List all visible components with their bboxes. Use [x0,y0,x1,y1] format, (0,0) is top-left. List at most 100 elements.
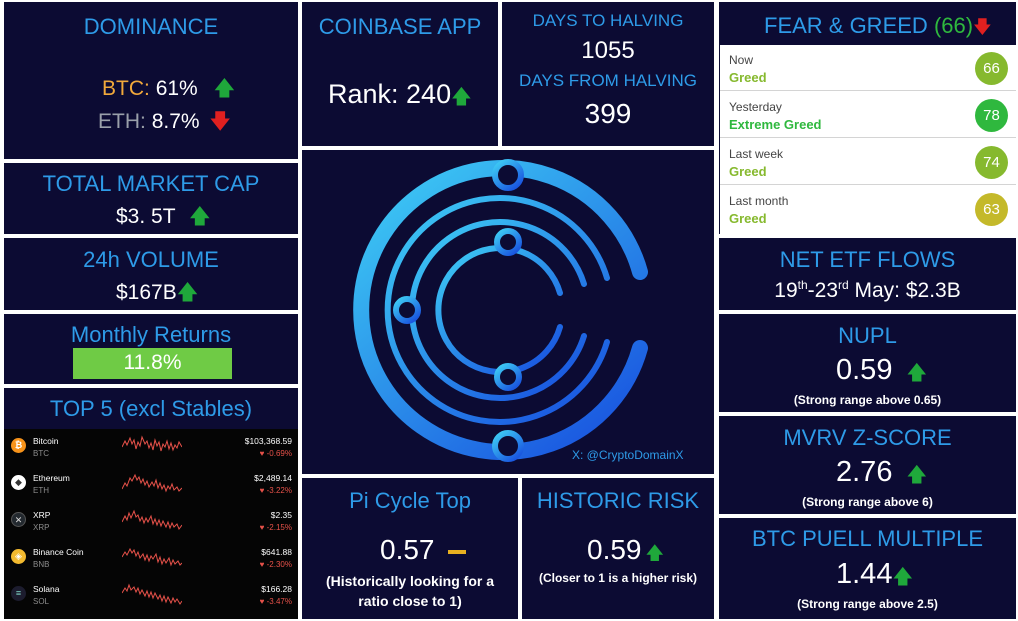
etf-flows-value: 19th-23rd May: $2.3B [719,278,1016,303]
top5-panel: TOP 5 (excl Stables) ₿ Bitcoin BTC $103,… [4,388,298,619]
coin-symbol: XRP [33,523,50,532]
coin-change: ♥ -3.22% [259,486,292,495]
monthly-returns-title: Monthly Returns [70,322,232,347]
list-item[interactable]: ◆ Ethereum ETH $2,489.14 ♥ -3.22% [4,466,298,503]
list-item[interactable]: ✕ XRP XRP $2.35 ♥ -2.15% [4,503,298,540]
coin-symbol: BTC [33,449,49,458]
coinbase-panel: COINBASE APP Rank: 240🡅 [302,2,498,146]
btc-dominance: BTC: 61% 🡅 [102,74,235,109]
historic-risk-title: HISTORIC RISK [536,488,700,513]
historic-risk: 0.59 🡅 [587,534,664,571]
puell-panel: BTC PUELL MULTIPLE 1.44🡅 (Strong range a… [719,518,1016,619]
up-arrow-icon: 🡅 [892,566,914,588]
market-cap-title: TOTAL MARKET CAP [42,171,260,196]
volume-title: 24h VOLUME [83,247,219,272]
coin-change: ♥ -2.15% [259,523,292,532]
fear-greed-period: Now [729,53,754,67]
fear-greed-period: Yesterday [729,100,782,114]
fear-greed-score-badge: 63 [975,193,1008,226]
market-cap-value: $3. 5T [116,205,176,228]
days-to-halving-label: DAYS TO HALVING [532,11,684,30]
days-from-halving-value: 399 [584,98,632,129]
coin-change-value: -3.22% [266,486,292,495]
fear-greed-row: Last week Greed 74 [720,139,1016,185]
etf-date-start-suffix: th [797,278,808,292]
pi-cycle-note-line1: (Historically looking for a [325,573,495,589]
pi-cycle-title: Pi Cycle Top [349,488,471,513]
volume-panel: 24h VOLUME $167B🡅 [4,238,298,310]
fear-greed-sentiment: Greed [729,70,767,85]
mvrv-note: (Strong range above 6) [802,495,933,509]
coin-change: ♥ -0.69% [259,449,292,458]
cryptodomain-logo-icon [353,159,648,462]
logo-panel: X: @CryptoDomainX [302,150,714,474]
coinbase-rank: Rank: 240🡅 [328,79,472,116]
up-arrow-icon: 🡅 [176,281,199,304]
fear-greed-sentiment: Extreme Greed [729,117,822,132]
mvrv-value: 2.76 [836,456,893,488]
coin-name: Bitcoin [33,436,59,446]
pi-cycle-panel: Pi Cycle Top 0.57 (Historically looking … [302,478,518,619]
sparkline-chart [122,509,182,531]
btc-label: BTC: [102,77,150,100]
mvrv-panel: MVRV Z-SCORE 2.76 🡅 (Strong range above … [719,416,1016,514]
btc-dominance-value: 61% [155,77,198,100]
coin-name: Binance Coin [33,547,84,557]
fear-greed-period: Last week [729,147,784,161]
sparkline-chart [122,583,182,605]
coin-change: ♥ -3.47% [259,597,292,606]
fear-greed-sentiment: Greed [729,164,767,179]
neutral-dash-icon [448,549,467,554]
etf-date-sep: -23 [807,279,838,302]
puell-note: (Strong range above 2.5) [797,597,938,611]
list-item[interactable]: ≡ Solana SOL $166.28 ♥ -3.47% [4,577,298,614]
fear-greed-row: Now Greed 66 [720,45,1016,91]
fear-greed-period: Last month [729,194,789,208]
coin-price: $166.28 [261,584,292,594]
fear-greed-row: Yesterday Extreme Greed 78 [720,92,1016,138]
coin-change-value: -0.69% [266,449,292,458]
list-item[interactable]: ◈ Binance Coin BNB $641.88 ♥ -2.30% [4,540,298,577]
mvrv-title: MVRV Z-SCORE [783,425,952,450]
puell: 1.44🡅 [836,558,913,596]
volume: $167B🡅 [116,278,198,310]
etf-date-start: 19 [774,279,798,302]
nupl-title: NUPL [838,323,897,348]
etf-date-end-suffix: rd [838,278,849,292]
coinbase-title: COINBASE APP [318,14,482,39]
coin-symbol: SOL [33,597,50,606]
top5-title: TOP 5 (excl Stables) [49,396,253,421]
coin-symbol: BNB [33,560,50,569]
up-arrow-icon: 🡅 [645,543,665,563]
historic-risk-value: 0.59 [587,534,642,565]
pi-cycle-value: 0.57 [380,534,435,565]
sparkline-chart [122,547,182,567]
coin-symbol: ETH [33,486,49,495]
list-item[interactable]: ₿ Bitcoin BTC $103,368.59 ♥ -0.69% [4,429,298,466]
monthly-returns-bar [73,348,232,379]
fear-greed-sentiment: Greed [729,211,767,226]
days-to-halving-value: 1055 [581,37,635,64]
monthly-returns-value: 11.8% [123,351,182,374]
days-from-halving-label: DAYS FROM HALVING [519,71,697,90]
mvrv: 2.76 🡅 [836,456,927,494]
dominance-title: DOMINANCE [83,14,219,39]
nupl-panel: NUPL 0.59 🡅 (Strong range above 0.65) [719,314,1016,412]
pi-cycle: 0.57 [380,534,467,566]
fear-greed-title: FEAR & GREED [764,13,928,38]
nupl: 0.59 🡅 [836,354,927,392]
coin-change-value: -2.30% [266,560,292,569]
market-cap: $3. 5T 🡅 [116,202,211,234]
fear-greed-panel: FEAR & GREED (66)🡇 Now Greed 66 Yesterda… [719,2,1016,234]
fear-greed-score-badge: 74 [975,146,1008,179]
etf-flows-amount: May: $2.3B [848,279,961,302]
fear-greed-score-badge: 66 [975,52,1008,85]
binance-coin-icon: ◈ [11,549,26,564]
up-arrow-icon: 🡅 [213,77,236,100]
etf-flows-panel: NET ETF FLOWS 19th-23rd May: $2.3B [719,238,1016,310]
coin-price: $2,489.14 [254,473,292,483]
coin-name: Ethereum [33,473,70,483]
volume-value: $167B [116,281,177,304]
fear-greed-row: Last month Greed 63 [720,186,1016,232]
puell-title: BTC PUELL MULTIPLE [751,526,984,551]
